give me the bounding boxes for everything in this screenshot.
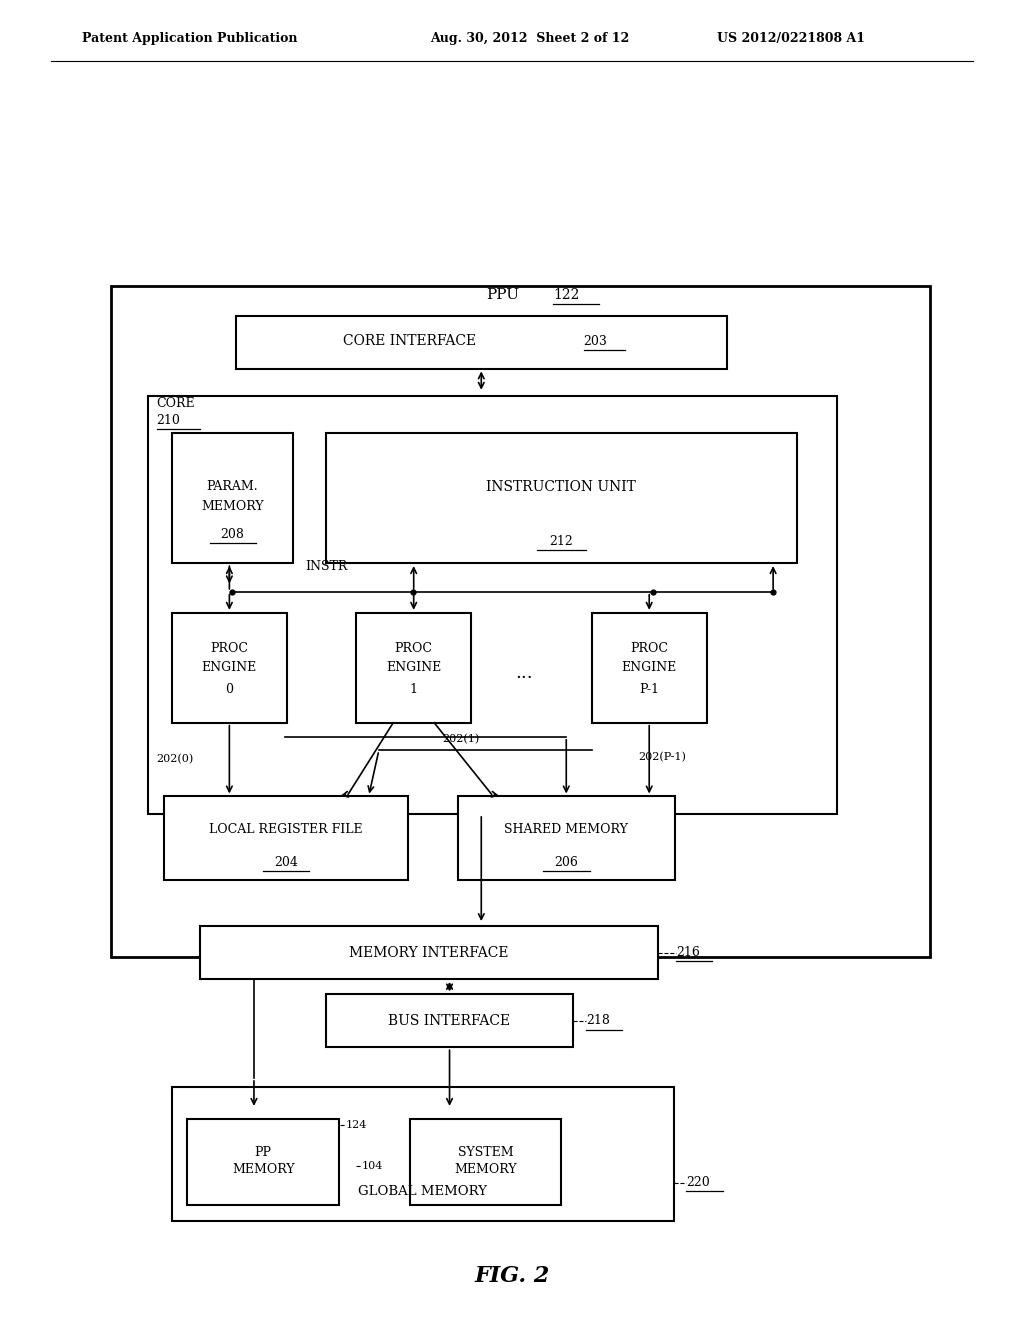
Text: 122: 122 <box>553 288 580 302</box>
Text: 206: 206 <box>554 855 579 869</box>
FancyBboxPatch shape <box>592 612 707 722</box>
Text: P-1: P-1 <box>639 684 659 696</box>
FancyBboxPatch shape <box>111 286 930 957</box>
FancyBboxPatch shape <box>164 796 408 880</box>
Text: PARAM.: PARAM. <box>207 479 258 492</box>
Text: 203: 203 <box>584 334 607 347</box>
Text: CORE INTERFACE: CORE INTERFACE <box>343 334 476 348</box>
Text: Patent Application Publication: Patent Application Publication <box>82 32 297 45</box>
Text: PP: PP <box>255 1146 271 1159</box>
Text: US 2012/0221808 A1: US 2012/0221808 A1 <box>717 32 865 45</box>
Text: BUS INTERFACE: BUS INTERFACE <box>388 1014 511 1028</box>
Text: 202(1): 202(1) <box>442 734 479 744</box>
Text: PROC: PROC <box>630 643 669 656</box>
Text: PROC: PROC <box>394 643 433 656</box>
Text: 208: 208 <box>220 528 245 541</box>
Text: INSTR: INSTR <box>305 560 347 573</box>
Text: 218: 218 <box>586 1014 609 1027</box>
Text: LOCAL REGISTER FILE: LOCAL REGISTER FILE <box>209 822 362 836</box>
FancyBboxPatch shape <box>326 433 797 564</box>
FancyBboxPatch shape <box>172 1086 674 1221</box>
FancyBboxPatch shape <box>172 612 287 722</box>
Text: INSTRUCTION UNIT: INSTRUCTION UNIT <box>486 480 636 494</box>
Text: 0: 0 <box>225 684 233 696</box>
Text: FIG. 2: FIG. 2 <box>474 1265 550 1287</box>
Text: 204: 204 <box>273 855 298 869</box>
FancyBboxPatch shape <box>458 796 675 880</box>
Text: 124: 124 <box>346 1121 368 1130</box>
Text: MEMORY: MEMORY <box>201 499 264 512</box>
Text: ENGINE: ENGINE <box>622 661 677 675</box>
FancyBboxPatch shape <box>172 433 293 564</box>
Text: CORE: CORE <box>157 397 196 411</box>
FancyBboxPatch shape <box>410 1119 561 1204</box>
Text: ENGINE: ENGINE <box>202 661 257 675</box>
FancyBboxPatch shape <box>200 927 658 979</box>
Text: 104: 104 <box>361 1162 383 1171</box>
Text: 212: 212 <box>549 535 573 548</box>
FancyBboxPatch shape <box>356 612 471 722</box>
Text: 220: 220 <box>686 1176 710 1189</box>
Text: Aug. 30, 2012  Sheet 2 of 12: Aug. 30, 2012 Sheet 2 of 12 <box>430 32 630 45</box>
FancyBboxPatch shape <box>187 1119 339 1204</box>
Text: SHARED MEMORY: SHARED MEMORY <box>505 822 628 836</box>
Text: 210: 210 <box>157 413 180 426</box>
Text: 216: 216 <box>676 946 699 960</box>
FancyBboxPatch shape <box>326 994 573 1047</box>
Text: 1: 1 <box>410 684 418 696</box>
Text: GLOBAL MEMORY: GLOBAL MEMORY <box>358 1185 487 1197</box>
Text: ENGINE: ENGINE <box>386 661 441 675</box>
FancyBboxPatch shape <box>148 396 837 814</box>
Text: MEMORY INTERFACE: MEMORY INTERFACE <box>349 945 509 960</box>
Text: PPU: PPU <box>486 288 519 302</box>
Text: PROC: PROC <box>210 643 249 656</box>
Text: 202(0): 202(0) <box>157 754 194 764</box>
Text: MEMORY: MEMORY <box>454 1163 517 1176</box>
Text: MEMORY: MEMORY <box>231 1163 295 1176</box>
Text: ...: ... <box>515 664 534 682</box>
Text: 202(P-1): 202(P-1) <box>638 752 686 763</box>
Text: SYSTEM: SYSTEM <box>458 1146 513 1159</box>
FancyBboxPatch shape <box>236 315 727 368</box>
